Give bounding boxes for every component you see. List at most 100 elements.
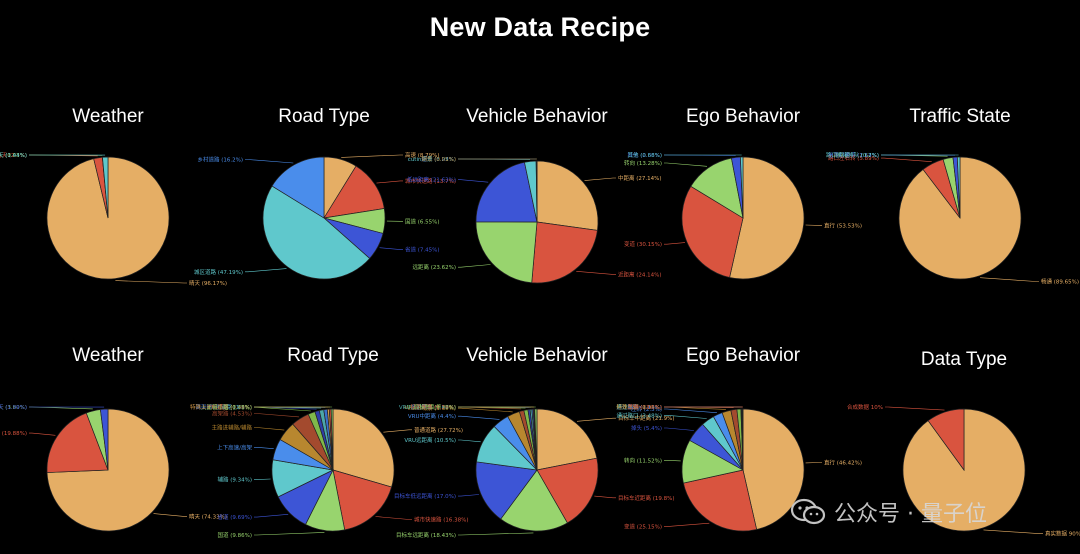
slice-label: 特殊车辆 (0.18%) [410,403,456,411]
leader-line [983,529,1043,535]
pie-slice [475,161,538,223]
leader-line [245,268,287,273]
slice-label: 高速 (8.79%) [405,151,440,159]
slice-label: 掉头 (2.36%) [627,151,662,159]
slice-label: 转向 (13.28%) [624,159,662,167]
slice-label: 路口左右转 (5.89%) [828,154,879,162]
pie-slice [102,156,109,219]
slice-label: 变道 (30.15%) [624,240,662,248]
pie-slice [46,412,109,473]
slice-label: 国道 (9.86%) [217,531,252,539]
slice-label: 其他 (0.06%) [627,403,662,411]
pie-chart-3: Vehicle Behavior 中距离 (27.14%) 近距离 (24.14%)… [407,106,662,284]
slice-label: 其他 (0.68%) [627,151,662,159]
pie-chart-8: Vehicle Behavior 目标车中距离 (21.9%) 目标车近距离 (19… [394,345,675,539]
pie-slice [332,469,393,531]
slice-label: 高架路 (4.53%) [212,410,252,418]
pie-slice [500,469,568,532]
pie-slice [902,408,1026,532]
slice-label: 大面积车道 (1.76%) [201,403,252,411]
slice-label: VRU低远距离 (0.47%) [399,403,456,411]
leader-line [664,522,710,527]
chart-title: Weather [72,345,144,366]
watermark: 公众号 · 量子位 [790,496,987,528]
slice-label: 通过隧道 (0.13%) [616,403,662,411]
pie-chart-4: Ego Behavior 直行 (53.53%) 变道 (30.15%) 转向 (13… [624,106,862,280]
pie-slice [475,461,538,520]
chart-title: Ego Behavior [686,345,801,366]
slice-label: 信号灯等待 (1.14%) [828,151,879,159]
pie-chart-10: Data Type 真实数据 90% 合成数据 10% [847,349,1080,538]
slice-label: VRU近距离 (1.07%) [404,403,456,411]
leader-line [885,406,945,411]
slice-label: 通过匝道 (0.19%) [616,403,662,411]
watermark-text: 公众号 · 量子位 [834,502,987,527]
slice-label: 雪天 (3.80%) [0,404,27,411]
pie-slice [536,160,599,231]
pie-slice [262,185,371,280]
leader-line [254,478,271,480]
slice-label: 特殊车辆 (0.05%) [616,403,662,411]
pie-slice [729,156,805,280]
slice-label: 环形道路 (1.1%) [210,403,252,411]
slice-label: 目标车近距离 (19.8%) [618,494,675,502]
pie-chart-7: Road Type 普通道路 (27.72%) 城市快速路 (16.38%) 国道 (… [190,345,469,539]
slice-label: 雾天 (1.99%) [0,403,27,411]
pie-slice [536,408,598,471]
slice-label: 掉头 (5.4%) [631,424,662,432]
leader-line [664,427,694,431]
slice-label: 主路进辅路/辅路 [212,424,253,432]
pie-slice [740,156,744,219]
leader-line [458,532,534,536]
pie-slice [330,408,334,471]
slice-label: 超车 (0.22%) [421,403,456,411]
slice-label: 目标车低远距离 (17.0%) [394,492,456,500]
pie-chart-5: Traffic State 畅通 (89.65%) 路口左右转 (5.89%)排队通… [826,106,1079,286]
slice-label: 左转 (2.5%) [631,405,662,413]
slice-label: 中距离 (27.14%) [618,174,662,182]
leader-line [980,277,1039,282]
slice-label: 城市快速路 (16.38%) [414,516,469,524]
chart-title: Vehicle Behavior [466,345,608,366]
wechat-icon [790,498,826,525]
leader-line [458,439,481,443]
leader-line [594,495,616,499]
slice-label: 畅通 (89.65%) [1041,278,1079,286]
slice-label: 泊车 (0.12%) [627,403,662,411]
slice-label: 避让行人 (1.04%) [616,403,662,411]
chart-title: Weather [72,106,144,127]
slice-label: 变道 (25.15%) [624,523,662,531]
slice-label: 目标车远距离 (18.43%) [396,531,456,539]
slice-label: 转向 (11.52%) [624,456,662,464]
leader-line [341,154,403,158]
pie-chart-6: Weather 晴天 (74.33%) 雨天 (19.88%) 雪天 (3.80%)雾… [0,345,227,532]
slice-label: 直行 (46.42%) [824,459,862,467]
leader-line [458,179,489,183]
slice-label: 雨天 (2.3%) [0,152,27,159]
chart-title: Vehicle Behavior [466,106,608,127]
slice-label: 乡村道路 (16.2%) [197,156,243,164]
leader-line [664,162,708,167]
pie-slice [683,469,758,532]
chart-title: Traffic State [909,106,1010,127]
page-title: New Data Recipe [429,12,651,42]
pie-chart-2: Road Type 高速 (8.79%) 城市快速路 (13.7%) 国道 (6.55… [194,106,456,280]
leader-line [458,264,491,268]
slice-label: 真实数据 90% [1045,530,1080,538]
slice-label: cutout场景 (1.21%) [404,403,456,411]
leader-line [458,415,500,420]
pie-slice [742,408,805,530]
slice-label: 合成数据 10% [847,403,883,411]
slice-label: 高架桥下道路 (0.88%) [195,403,252,411]
chart-title: Road Type [278,106,370,127]
chart-title: Ego Behavior [686,106,801,127]
slice-label: 右转 (2.36%) [627,403,662,411]
slice-label: 省道 (7.45%) [405,246,440,254]
leader-line [664,414,707,419]
leader-line [576,271,616,275]
slice-label: 国道 (6.55%) [405,217,440,225]
leader-line [664,459,681,462]
slice-label: 目标车中距离 (21.9%) [618,414,675,422]
pie-slice [475,221,538,284]
